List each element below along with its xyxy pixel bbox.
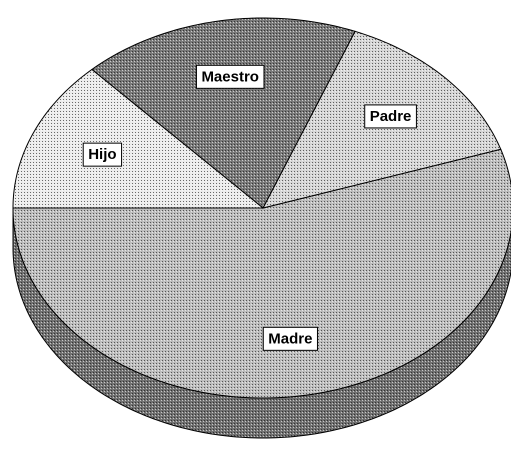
slice — [12, 68, 265, 209]
label-box — [364, 104, 417, 129]
slice-label: Padre — [370, 108, 412, 125]
slice — [12, 148, 511, 399]
slice-label: Maestro — [201, 68, 259, 85]
label-box — [82, 142, 123, 167]
slice-label: Madre — [268, 330, 312, 347]
label-box — [262, 326, 318, 351]
slice — [91, 17, 356, 209]
slice-label: Hijo — [88, 146, 116, 163]
label-box — [195, 64, 265, 89]
